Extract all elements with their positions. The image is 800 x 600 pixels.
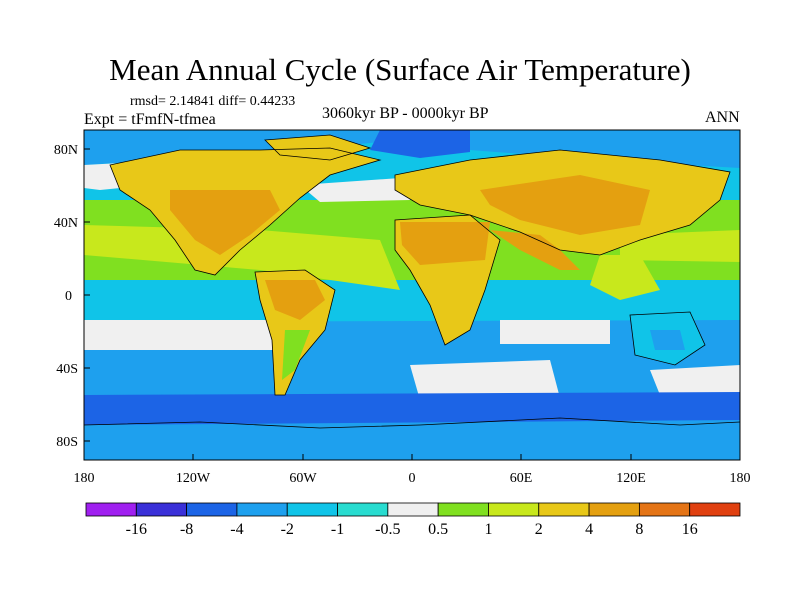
north-america-warm	[170, 190, 280, 255]
arctic-cold	[84, 130, 740, 168]
colorbar-swatch	[488, 502, 540, 517]
coast-africa	[394, 214, 501, 346]
colorbar-label: 1	[484, 521, 492, 538]
amazon-warm	[265, 280, 325, 320]
se-asia	[590, 255, 660, 300]
lat-label: 0	[65, 289, 72, 304]
lon-label: 0	[409, 471, 416, 486]
coast-north-america	[109, 147, 382, 276]
colorbar-swatch	[588, 502, 640, 517]
period-label: 3060kyr BP - 0000kyr BP	[322, 105, 489, 122]
patagonia	[282, 330, 310, 380]
coast-south-america	[254, 269, 336, 396]
colorbar: -16 -8 -4 -2 -1 -0.5 0.5 1 2 4 8 16	[85, 502, 741, 538]
colorbar-swatch	[689, 502, 741, 517]
colorbar-swatch	[85, 502, 137, 517]
colorbar-swatch	[387, 502, 439, 517]
lon-label: 180	[74, 471, 95, 486]
lat-label: 80S	[56, 435, 78, 450]
arabia-india	[490, 230, 580, 270]
sahara-warm	[400, 222, 490, 265]
greenland	[265, 135, 370, 160]
colorbar-swatch	[135, 502, 188, 517]
coast-australia	[629, 311, 706, 366]
antarctica-coastline	[84, 417, 740, 429]
australia-cool	[650, 330, 685, 350]
colorbar-label: 0.5	[428, 521, 448, 538]
lat-label: 40N	[54, 216, 78, 231]
lon-label: 180	[730, 471, 751, 486]
coast-eurasia	[394, 149, 731, 256]
colorbar-label: 16	[682, 521, 698, 538]
colorbar-swatch	[286, 502, 338, 517]
lon-label: 120E	[616, 471, 646, 486]
colorbar-label: -2	[281, 521, 294, 538]
sh-neutral-pacific-2	[650, 365, 740, 395]
antarctica-field	[84, 420, 740, 460]
lon-label: 60W	[289, 471, 317, 486]
colorbar-swatch	[186, 502, 238, 517]
colorbar-swatch	[236, 502, 288, 517]
stats-text: rmsd= 2.14841 diff= 0.44233	[130, 94, 296, 109]
temperature-field	[84, 130, 740, 460]
colorbar-label: -0.5	[375, 521, 400, 538]
experiment-label: Expt = tFmfN-tfmea	[84, 111, 216, 128]
colorbar-label: 4	[585, 521, 593, 538]
pacific-warm-band	[620, 230, 740, 262]
coast-greenland	[264, 134, 372, 161]
colorbar-label: -8	[180, 521, 193, 538]
colorbar-swatch	[638, 502, 691, 517]
lat-label: 40S	[56, 362, 78, 377]
so-cool-band	[84, 300, 740, 322]
longitude-axis: 180 120W 60W 0 60E 120E 180	[74, 454, 751, 486]
colorbar-swatch	[538, 502, 590, 517]
colorbar-swatch	[437, 502, 489, 517]
sh-neutral-indian	[500, 320, 610, 344]
sh-neutral-pacific	[84, 320, 274, 350]
lat-label: 80N	[54, 143, 78, 158]
nh-neutral-2	[300, 178, 410, 202]
colorbar-swatch	[337, 502, 389, 517]
sh-neutral-southatlantic	[410, 360, 560, 400]
colorbar-label: 8	[635, 521, 643, 538]
season-label: ANN	[705, 109, 740, 126]
colorbar-label: -4	[230, 521, 243, 538]
colorbar-label: -16	[126, 521, 147, 538]
colorbar-label: 2	[535, 521, 543, 538]
central-asia-warm	[480, 175, 650, 235]
lon-label: 120W	[176, 471, 211, 486]
lon-label: 60E	[510, 471, 533, 486]
arctic-deep-cold	[370, 130, 470, 158]
latitude-axis: 80N 40N 0 40S 80S	[54, 143, 90, 450]
map-title: Mean Annual Cycle (Surface Air Temperatu…	[109, 52, 691, 87]
colorbar-label: -1	[331, 521, 344, 538]
atlantic-warm-band	[84, 225, 400, 290]
